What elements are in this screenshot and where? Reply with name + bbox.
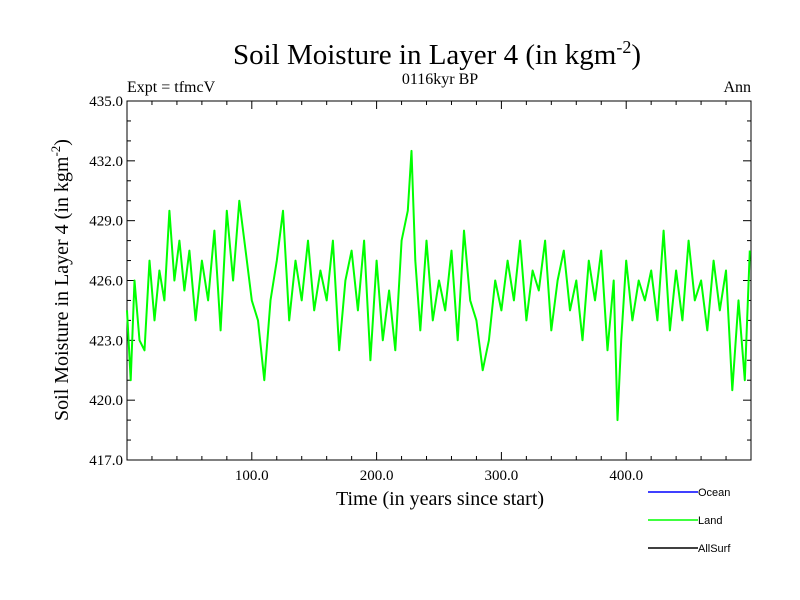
subtitle-left: Expt = tfmcV [127,79,216,96]
y-tick-label: 423.0 [89,333,123,349]
series-line-land [126,149,751,422]
y-tick-label: 435.0 [89,94,123,110]
x-tick-label: 300.0 [485,468,519,484]
series-group [126,149,751,422]
y-tick-label: 417.0 [89,453,123,469]
y-axis-label-close: ) [51,139,73,146]
x-tick-label: 100.0 [235,468,269,484]
legend-label-allsurf: AllSurf [698,543,731,555]
axes: 417.0 420.0 423.0 426.0 429.0 432.0 435.0 100.0… [89,94,751,484]
y-axis-label: Soil Moisture in Layer 4 (in kgm-2) [48,139,73,421]
y-tick-label: 426.0 [89,274,123,290]
legend-label-ocean: Ocean [698,487,730,499]
legend-label-land: Land [698,515,722,527]
y-axis-label-superscript: -2 [48,146,63,157]
x-axis-label: Time (in years since start) [336,488,544,510]
y-tick-label: 420.0 [89,393,123,409]
y-tick-label: 432.0 [89,154,123,170]
subtitle-center: 0116kyr BP [402,71,478,88]
legend: Ocean Land AllSurf [648,487,731,555]
chart-title-superscript: -2 [616,37,631,57]
subtitle-right: Ann [723,79,751,96]
chart-title-main: Soil Moisture in Layer 4 (in kgm [233,39,617,71]
chart-title-close: ) [631,39,641,71]
chart-title: Soil Moisture in Layer 4 (in kgm-2) [233,37,641,71]
x-tick-label: 200.0 [360,468,394,484]
y-axis-label-main: Soil Moisture in Layer 4 (in kgm [51,156,73,421]
x-tick-label: 400.0 [609,468,643,484]
y-tick-label: 429.0 [89,214,123,230]
